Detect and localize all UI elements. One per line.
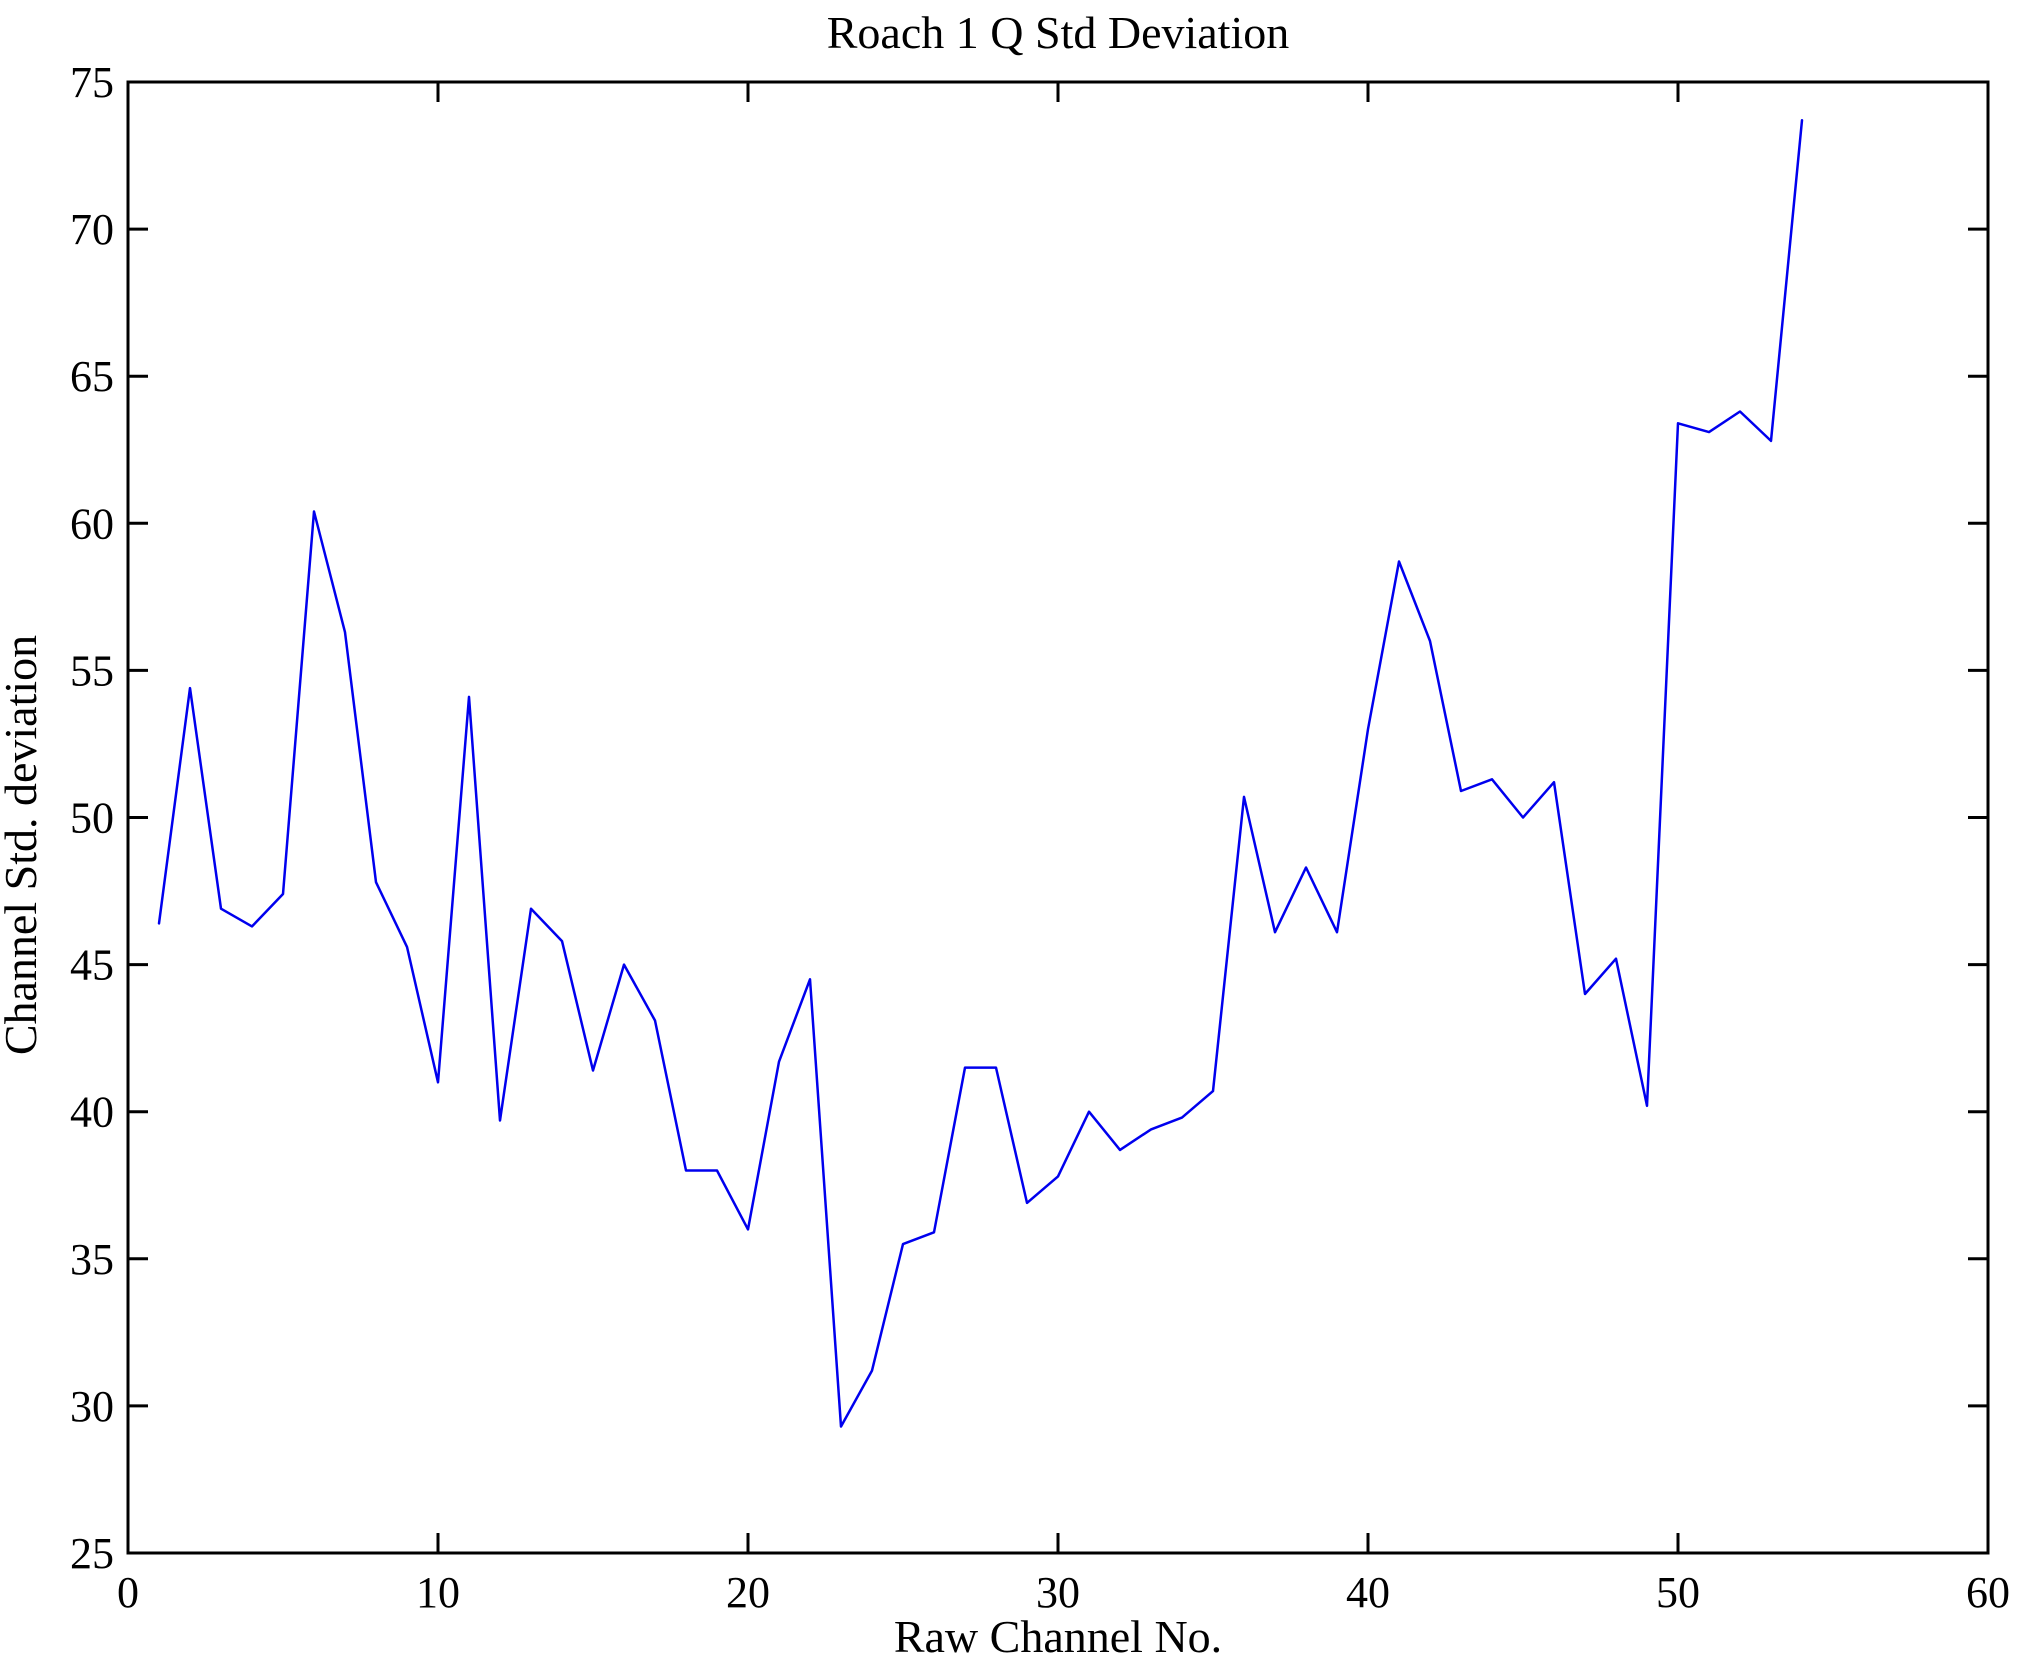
y-tick-label: 45 bbox=[70, 941, 114, 990]
y-tick-label: 65 bbox=[70, 352, 114, 401]
y-tick-label: 75 bbox=[70, 58, 114, 107]
x-axis-label: Raw Channel No. bbox=[894, 1611, 1222, 1662]
y-tick-label: 60 bbox=[70, 499, 114, 548]
data-line bbox=[157, 118, 1804, 1428]
x-tick-label: 0 bbox=[117, 1568, 139, 1617]
x-tick-label: 10 bbox=[416, 1568, 460, 1617]
y-tick-label: 55 bbox=[70, 646, 114, 695]
x-tick-label: 60 bbox=[1966, 1568, 2010, 1617]
y-tick-label: 35 bbox=[70, 1235, 114, 1284]
x-tick-label: 50 bbox=[1656, 1568, 1700, 1617]
y-axis-label: Channel Std. deviation bbox=[0, 635, 46, 1055]
y-tick-label: 25 bbox=[70, 1529, 114, 1578]
y-tick-label: 70 bbox=[70, 205, 114, 254]
axis-tick-labels: 0 10 20 30 40 50 60 25 30 35 40 45 50 55 60 65 70 75 bbox=[70, 58, 2010, 1617]
chart-title: Roach 1 Q Std Deviation bbox=[827, 7, 1290, 58]
y-tick-label: 40 bbox=[70, 1088, 114, 1137]
y-tick-label: 30 bbox=[70, 1382, 114, 1431]
plot-area bbox=[128, 82, 1988, 1553]
x-tick-label: 30 bbox=[1036, 1568, 1080, 1617]
x-tick-label: 20 bbox=[726, 1568, 770, 1617]
plot-border bbox=[126, 80, 1990, 1555]
y-tick-label: 50 bbox=[70, 794, 114, 843]
x-tick-label: 40 bbox=[1346, 1568, 1390, 1617]
